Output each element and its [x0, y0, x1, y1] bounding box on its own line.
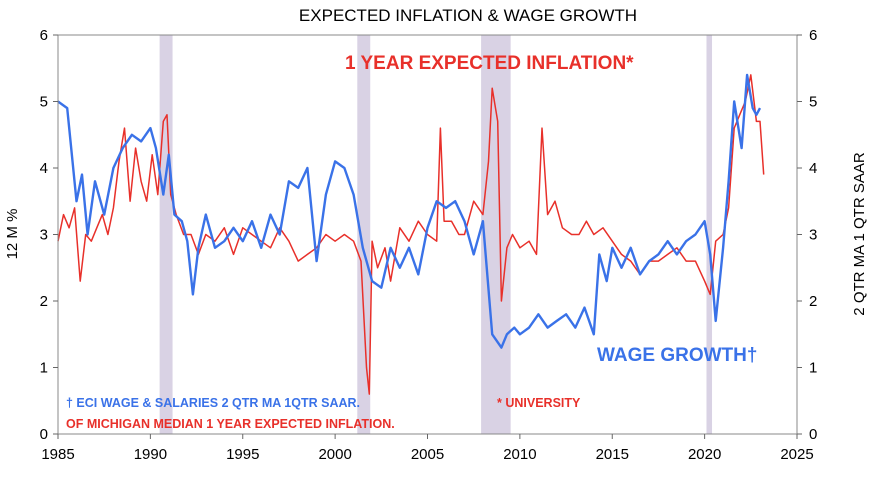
x-tick-label-1990: 1990: [134, 446, 167, 463]
y-axis-left-title: 12 M %: [4, 209, 21, 260]
y-left-tick-label-6: 6: [40, 27, 48, 44]
x-tick-label-2005: 2005: [411, 446, 444, 463]
recession-band-3: [706, 35, 713, 434]
y-left-tick-label-5: 5: [40, 94, 48, 111]
y-right-tick-label-4: 4: [809, 160, 817, 177]
y-right-tick-label-6: 6: [809, 27, 817, 44]
inflation-series-label: 1 YEAR EXPECTED INFLATION*: [345, 53, 634, 74]
x-axis: 1985 1990 1995 2000 2005 2010 2015 2020 2025: [41, 434, 814, 463]
y-left-tick-label-1: 1: [40, 360, 48, 377]
y-axis-right: 0 1 2 3 4 5 6: [797, 27, 817, 443]
wage-series-label: WAGE GROWTH†: [597, 345, 757, 366]
y-right-tick-label-1: 1: [809, 360, 817, 377]
y-left-tick-label-3: 3: [40, 227, 48, 244]
chart-title: EXPECTED INFLATION & WAGE GROWTH: [299, 6, 637, 25]
y-right-tick-label-2: 2: [809, 293, 817, 310]
x-tick-label-1985: 1985: [41, 446, 74, 463]
y-left-tick-label-0: 0: [40, 426, 48, 443]
x-tick-label-2025: 2025: [780, 446, 813, 463]
y-left-tick-label-4: 4: [40, 160, 48, 177]
y-right-tick-label-0: 0: [809, 426, 817, 443]
footnote-inflation-1: * UNIVERSITY: [497, 396, 581, 410]
recession-band-1: [357, 35, 371, 434]
y-axis-right-title: 2 QTR MA 1 QTR SAAR: [851, 152, 868, 316]
y-right-tick-label-3: 3: [809, 227, 817, 244]
footnote-inflation-2: OF MICHIGAN MEDIAN 1 YEAR EXPECTED INFLA…: [66, 417, 395, 431]
footnote-wage: † ECI WAGE & SALARIES 2 QTR MA 1QTR SAAR…: [66, 396, 360, 410]
plot-lines: [57, 73, 765, 395]
wage-series-line: [57, 73, 762, 349]
x-tick-label-2010: 2010: [503, 446, 536, 463]
x-tick-label-1995: 1995: [226, 446, 259, 463]
x-tick-label-2015: 2015: [596, 446, 629, 463]
x-tick-label-2020: 2020: [688, 446, 721, 463]
recession-band-0: [159, 35, 173, 434]
recession-band-2: [481, 35, 511, 434]
y-axis-left: 0 1 2 3 4 5 6: [40, 27, 58, 443]
y-right-tick-label-5: 5: [809, 94, 817, 111]
y-left-tick-label-2: 2: [40, 293, 48, 310]
x-tick-label-2000: 2000: [318, 446, 351, 463]
recession-shading: [159, 35, 713, 434]
